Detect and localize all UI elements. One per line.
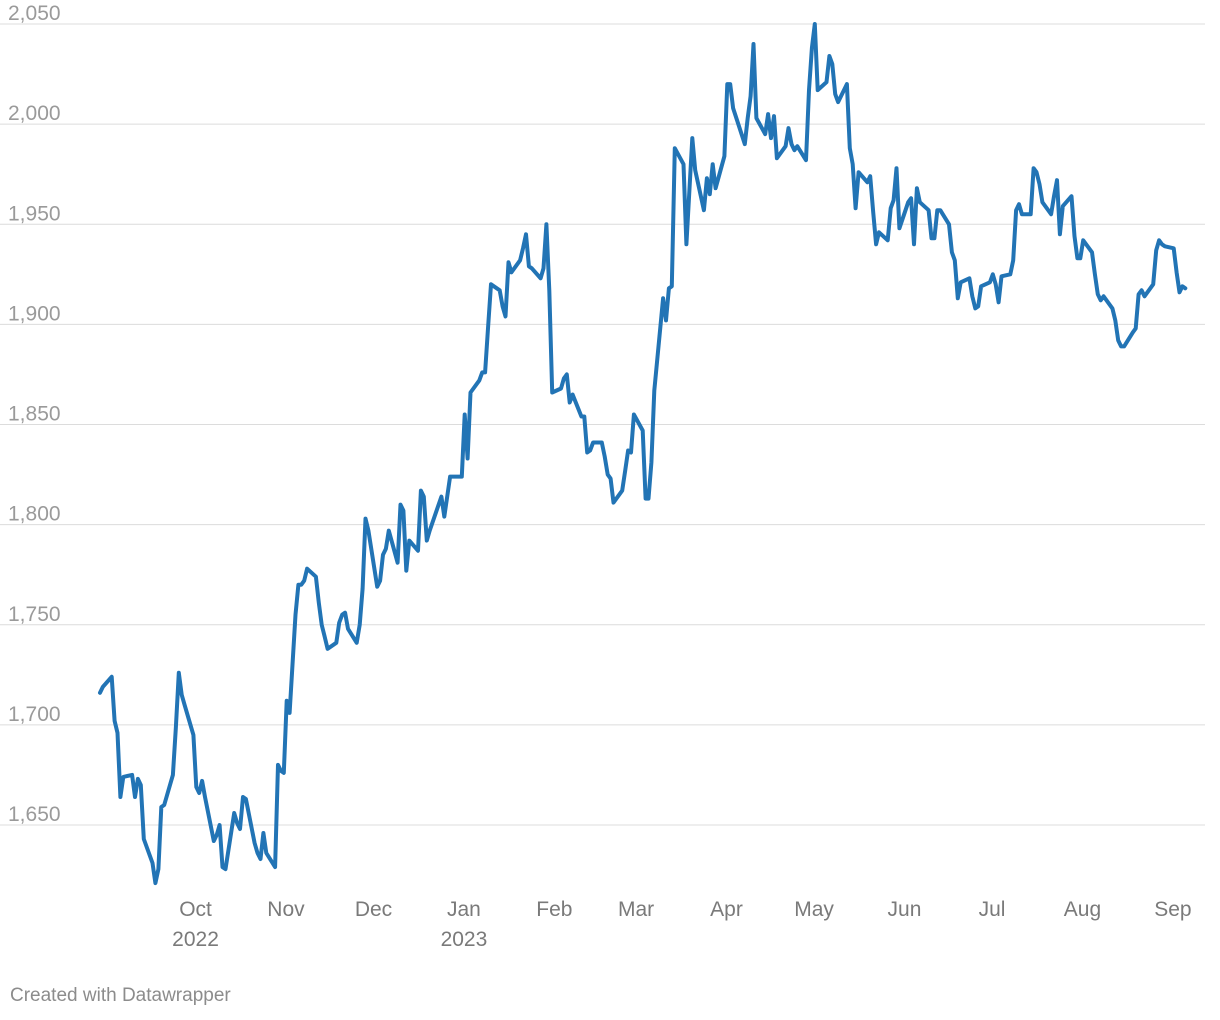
credit-text: Created with Datawrapper: [10, 985, 231, 1006]
x-tick-label: Jun: [888, 898, 922, 921]
x-tick-year-label: 2022: [172, 928, 219, 951]
x-tick-label: Aug: [1064, 898, 1101, 921]
y-tick-label: 1,700: [8, 703, 61, 726]
price-series-line: [98, 22, 1188, 886]
x-tick-label: Sep: [1154, 898, 1191, 921]
y-tick-label: 1,650: [8, 803, 61, 826]
x-tick-label: Dec: [355, 898, 392, 921]
y-tick-label: 1,850: [8, 403, 61, 426]
y-axis-labels: 2,050 2,000 1,950 1,900 1,850 1,800 1,750 1,700…: [8, 2, 61, 826]
x-tick-label: Apr: [710, 898, 743, 921]
x-tick-label: Oct: [179, 898, 212, 921]
x-axis-labels: Oct 2022 Nov Dec Jan 2023 Feb Mar Apr May Jun Jul Au…: [172, 898, 1191, 951]
x-tick-year-label: 2023: [441, 928, 488, 951]
y-tick-label: 2,050: [8, 2, 61, 25]
y-tick-label: 1,800: [8, 503, 61, 526]
x-tick-label: Nov: [267, 898, 305, 921]
y-tick-label: 1,750: [8, 603, 61, 626]
y-gridlines: [0, 23, 1205, 826]
x-tick-label: Mar: [618, 898, 654, 921]
y-tick-label: 1,950: [8, 202, 61, 225]
x-tick-label: Jul: [979, 898, 1006, 921]
y-tick-label: 2,000: [8, 102, 61, 125]
x-tick-label: Jan: [447, 898, 481, 921]
x-tick-label: May: [794, 898, 834, 921]
x-tick-label: Feb: [536, 898, 572, 921]
line-chart: 2,050 2,000 1,950 1,900 1,850 1,800 1,750 1,700…: [0, 2, 1205, 951]
y-tick-label: 1,900: [8, 302, 61, 325]
